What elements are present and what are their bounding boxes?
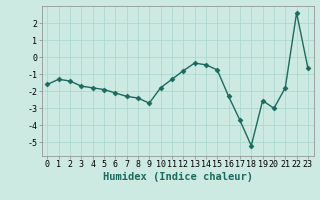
X-axis label: Humidex (Indice chaleur): Humidex (Indice chaleur) — [103, 172, 252, 182]
